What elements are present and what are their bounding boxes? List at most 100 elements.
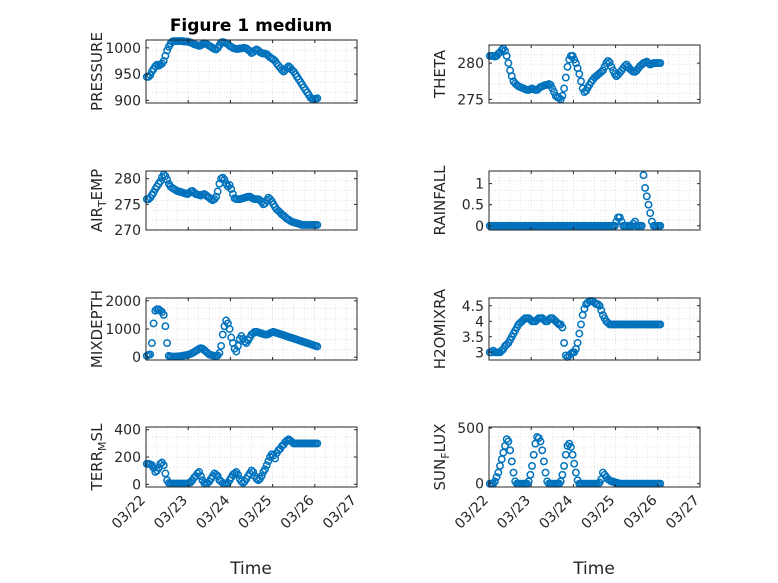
data-point <box>149 319 158 328</box>
data-point <box>313 220 322 229</box>
data-point <box>213 187 222 196</box>
data-point <box>604 56 612 65</box>
data-point <box>247 466 256 475</box>
y-axis-label-suffix: LUX <box>431 424 449 453</box>
data-point <box>593 300 602 309</box>
data-point <box>234 470 242 479</box>
data-point <box>151 62 160 71</box>
y-axis-label: MIXDEPTH <box>88 290 106 368</box>
data-point <box>571 468 580 477</box>
y-tick-label: 0 <box>132 350 141 366</box>
x-axis-label-left: Time <box>229 559 272 579</box>
data-point <box>642 192 651 201</box>
axes-box <box>145 170 358 231</box>
data-point <box>261 465 269 474</box>
data-point <box>575 70 584 78</box>
x-tick-label: 03/26 <box>278 492 318 532</box>
data-point <box>558 323 567 332</box>
grid <box>488 426 701 488</box>
data-point <box>163 46 172 55</box>
data-point <box>656 59 665 68</box>
data-point <box>561 73 570 82</box>
data-point <box>220 175 229 184</box>
y-axis-label: RAINFALL <box>431 165 449 236</box>
axes-box <box>488 44 701 104</box>
y-tick-label: 900 <box>114 93 141 109</box>
data-point <box>615 213 624 222</box>
data-point <box>536 437 545 446</box>
y-axis-label-subscript: M <box>96 441 109 451</box>
data-point <box>227 185 236 193</box>
data-point <box>541 468 550 477</box>
subplot-theta: 275 280 THETA <box>431 44 701 108</box>
subplot-sun-lux: 0 500 03/22 03/23 03/24 03/25 03/26 03/27 SUNFLU… <box>431 421 703 532</box>
data-point <box>571 59 580 68</box>
x-tick-label: 03/25 <box>579 493 619 533</box>
data-point <box>507 457 516 466</box>
data-point <box>561 351 570 360</box>
data-point <box>217 341 226 350</box>
data-point <box>313 439 322 448</box>
data-point <box>563 62 572 71</box>
series-markers <box>142 435 322 488</box>
data-point <box>566 443 575 451</box>
data-point <box>560 84 569 93</box>
series-markers <box>142 37 322 104</box>
data-point <box>313 342 322 351</box>
y-tick-label: 200 <box>114 450 141 466</box>
data-point <box>526 470 535 479</box>
data-point <box>529 450 538 459</box>
data-point <box>568 450 577 459</box>
data-point <box>225 325 234 333</box>
y-tick-label: 280 <box>114 172 141 188</box>
x-tick-label: 03/22 <box>452 493 492 533</box>
data-point <box>644 200 653 209</box>
subplot-h2omixra: 33.544.5 H2OMIXRA <box>431 288 701 369</box>
data-point <box>196 472 205 481</box>
data-point <box>573 338 582 347</box>
subplot-air-emp: 270 275 280 AIRTEMP <box>88 169 358 239</box>
data-point <box>159 461 168 470</box>
data-point <box>577 77 585 86</box>
data-point <box>159 310 168 319</box>
data-point <box>161 469 170 478</box>
y-tick-label: 1000 <box>105 322 141 338</box>
y-tick-label: 3 <box>475 345 484 361</box>
series-markers <box>485 44 665 104</box>
axes-box <box>488 297 701 361</box>
data-point <box>225 180 234 189</box>
data-point <box>560 338 569 347</box>
x-tick-label: 03/24 <box>193 492 233 532</box>
data-point <box>641 183 650 192</box>
x-tick-label: 03/23 <box>494 493 534 533</box>
y-tick-label: 4 <box>475 314 484 330</box>
subplot-terr-sl: 0 200 400 03/22 03/23 03/24 03/25 03/26 03/27 TER… <box>88 423 360 533</box>
y-tick-label: 0.5 <box>462 198 484 214</box>
data-point <box>560 461 569 470</box>
y-tick-label: 275 <box>457 92 484 108</box>
y-axis-label: H2OMIXRA <box>431 288 449 369</box>
data-point <box>163 339 172 348</box>
y-tick-label: 400 <box>114 423 141 439</box>
y-tick-label: 1000 <box>105 41 141 57</box>
data-point <box>249 468 258 476</box>
y-tick-label: 4.5 <box>462 299 484 315</box>
y-tick-label: 280 <box>457 56 484 72</box>
y-axis-label: SUNFLUX <box>431 424 452 491</box>
data-point <box>539 457 548 466</box>
y-tick-label: 2000 <box>105 294 141 310</box>
subplot-rainfall: 0 0.5 1 RAINFALL <box>431 165 701 236</box>
y-axis-label-suffix: EMP <box>88 169 106 200</box>
y-axis-label: AIRTEMP <box>88 169 109 232</box>
data-point <box>575 329 584 338</box>
data-point <box>656 320 665 329</box>
data-point <box>528 461 536 470</box>
data-point <box>146 350 155 359</box>
y-tick-label: 0 <box>475 477 484 493</box>
data-point <box>234 341 242 350</box>
data-point <box>146 71 155 80</box>
data-point <box>639 171 648 180</box>
data-point <box>558 470 567 479</box>
